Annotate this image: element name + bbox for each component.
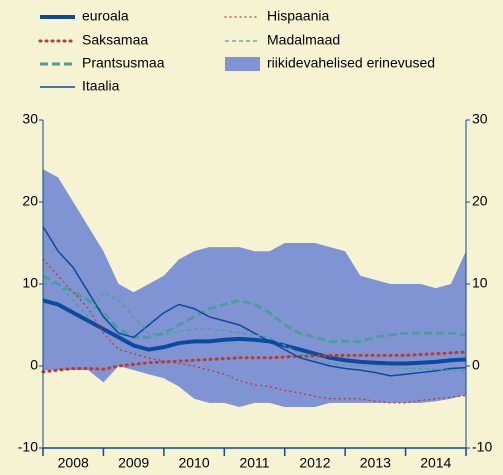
x-tick-label: 2010 <box>178 455 209 471</box>
range-band <box>43 169 466 407</box>
legend-label: riikidevahelised erinevused <box>267 55 435 71</box>
y-tick-label: 10 <box>22 275 38 291</box>
x-tick-label: 2011 <box>239 455 269 471</box>
x-tick-label: 2009 <box>118 455 149 471</box>
legend-swatch <box>225 57 260 71</box>
series-line <box>42 258 467 404</box>
y-tick-label: 20 <box>22 193 38 209</box>
y-tick-label: 0 <box>30 357 38 373</box>
legend-label: Madalmaad <box>267 32 340 48</box>
y-tick-label: -10 <box>18 439 38 455</box>
x-tick-label: 2012 <box>299 455 330 471</box>
series-line <box>41 350 468 374</box>
series-line <box>43 283 467 372</box>
y2-tick-label: 10 <box>472 275 488 291</box>
x-tick-label: 2014 <box>420 455 451 471</box>
y2-tick-label: 0 <box>472 357 480 373</box>
legend-label: Prantsusmaa <box>82 55 165 71</box>
legend-label: Itaalia <box>82 78 120 94</box>
series-line <box>42 298 467 366</box>
legend-label: Saksamaa <box>82 32 148 48</box>
y2-tick-label: -10 <box>472 439 492 455</box>
legend-label: euroala <box>82 8 129 24</box>
y2-tick-label: 30 <box>472 111 488 127</box>
x-tick-label: 2008 <box>58 455 89 471</box>
y-tick-label: 30 <box>22 111 38 127</box>
y2-tick-label: 20 <box>472 193 488 209</box>
legend-label: Hispaania <box>267 8 329 24</box>
x-tick-label: 2013 <box>360 455 391 471</box>
series-line <box>42 274 467 343</box>
series-line <box>42 226 467 377</box>
